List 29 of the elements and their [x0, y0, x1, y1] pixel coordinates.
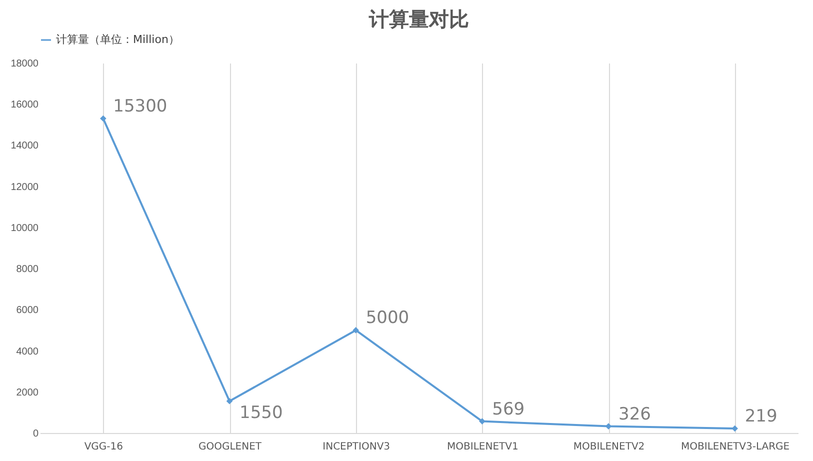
point	[226, 398, 233, 404]
y-tick-label: 16000	[10, 100, 39, 111]
y-tick-label: 6000	[16, 305, 39, 316]
x-tick-label: MOBILENETV3-LARGE	[681, 442, 790, 452]
data-label: 219	[744, 406, 778, 426]
point	[100, 115, 106, 122]
data-label: 1550	[240, 403, 283, 424]
y-tick-label: 10000	[10, 222, 39, 234]
y-tick-label: 18000	[10, 58, 39, 70]
data-label: 15300	[113, 96, 168, 116]
data-label: 326	[618, 404, 651, 424]
point	[605, 423, 612, 430]
data-label: 5000	[366, 308, 410, 328]
y-tick-label: 4000	[16, 346, 39, 358]
x-tick-label: MOBILENETV2	[573, 442, 645, 452]
y-tick-label: 0	[32, 428, 39, 440]
y-tick-label: 2000	[16, 387, 39, 398]
legend-label: 计算量（单位：Million）	[56, 33, 180, 46]
chart-title: 计算量对比	[368, 7, 469, 31]
data-label: 569	[492, 399, 525, 420]
x-tick-label: MOBILENETV1	[447, 442, 518, 452]
x-tick-label: GOOGLENET	[198, 442, 262, 452]
point	[352, 327, 359, 334]
y-tick-label: 12000	[10, 182, 39, 193]
point	[732, 425, 738, 432]
y-tick-label: 8000	[16, 264, 39, 276]
x-tick-label: INCEPTIONV3	[322, 442, 390, 452]
x-tick-label: VGG-16	[84, 442, 124, 452]
y-tick-label: 14000	[10, 140, 39, 152]
